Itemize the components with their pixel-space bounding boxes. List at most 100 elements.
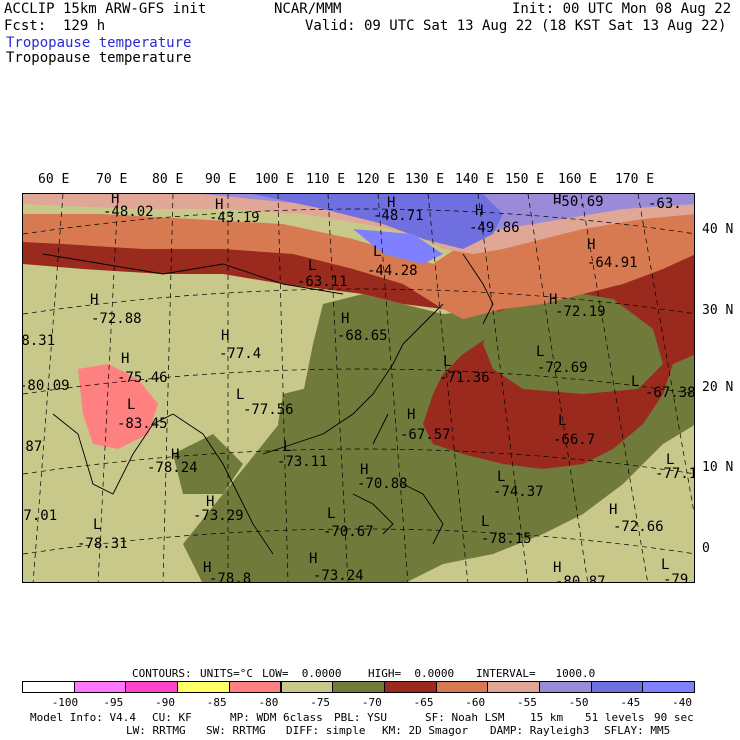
org-label: NCAR/MMM — [274, 1, 342, 17]
colorbar-swatch — [590, 681, 644, 693]
extremum-value: -68.65 — [337, 328, 388, 344]
extremum-value: -73.11 — [277, 454, 328, 470]
extremum-marker: L — [443, 354, 452, 370]
colorbar-swatch — [539, 681, 592, 693]
colorbar-swatch — [125, 681, 179, 693]
shaded-field — [23, 194, 694, 582]
extremum-marker: L — [236, 387, 245, 403]
extremum-marker: L — [373, 244, 382, 260]
extremum-value: -67.57 — [400, 427, 451, 443]
extremum-marker: H — [553, 560, 562, 576]
sf-scheme: SF: Noah LSM — [425, 711, 505, 724]
colorbar-tick-label: -70 — [361, 696, 382, 709]
extremum-marker: H — [215, 197, 224, 213]
extremum-value: -78.31 — [77, 536, 128, 552]
extremum-marker: L — [127, 397, 136, 413]
contours-interval: INTERVAL= 1000.0 — [476, 667, 596, 680]
lon-label: 110 E — [306, 172, 346, 187]
extremum-value: -80.09 — [22, 378, 70, 394]
extremum-marker: L — [661, 557, 670, 573]
lon-label: 170 E — [615, 172, 655, 187]
colorbar-tick-label: -50 — [568, 696, 589, 709]
band-45 — [253, 194, 503, 249]
lon-label: 70 E — [96, 172, 128, 187]
colorbar-tick-label: -95 — [103, 696, 124, 709]
lat-label: 10 N — [702, 460, 734, 475]
init-time: Init: 00 UTC Mon 08 Aug 22 — [512, 1, 732, 17]
extremum-value: -72.19 — [555, 304, 606, 320]
extremum-value: -63.11 — [297, 274, 348, 290]
extremum-marker: L — [631, 374, 640, 390]
colorbar-tick-label: -100 — [51, 696, 79, 709]
colorbar-tick-label: -45 — [620, 696, 641, 709]
colorbar-swatch — [435, 681, 489, 693]
km-scheme: KM: 2D Smagor — [382, 724, 469, 737]
diff-scheme: DIFF: simple — [286, 724, 366, 737]
levels: 51 levels — [585, 711, 645, 724]
band-70-blob — [278, 384, 333, 444]
contour-field-title: Tropopause temperature — [6, 50, 192, 66]
colorbar-tick-label: -40 — [672, 696, 692, 709]
extremum-marker: H — [121, 351, 130, 367]
lon-label: 160 E — [558, 172, 598, 187]
lat-label: 30 N — [702, 303, 734, 318]
extremum-value: -48.71 — [373, 208, 424, 224]
extremum-marker: H — [549, 292, 558, 308]
extremum-value: -78.8 — [209, 571, 252, 583]
extremum-marker: H — [206, 494, 215, 510]
colorbar-tick-label: -65 — [413, 696, 434, 709]
extremum-value: -78.24 — [147, 460, 198, 476]
extremum-value: -77.4 — [219, 346, 262, 362]
extremum-value: -83.45 — [117, 416, 168, 432]
mp-scheme: MP: WDM 6class — [230, 711, 323, 724]
lon-label: 130 E — [405, 172, 445, 187]
colorbar-tick-label: -80 — [258, 696, 279, 709]
extremum-value: -77.12 — [655, 466, 694, 482]
model-title: ACCLIP 15km ARW-GFS init — [4, 1, 207, 17]
lon-label: 140 E — [455, 172, 495, 187]
colorbar-tick-label: -90 — [155, 696, 175, 709]
extremum-value: -66.7 — [553, 432, 596, 448]
extremum-value: -70.67 — [323, 524, 374, 540]
lat-label: 20 N — [702, 380, 734, 395]
shaded-field-title: Tropopause temperature — [6, 35, 192, 51]
extremum-value: -74.37 — [493, 484, 544, 500]
extremum-marker: L — [308, 258, 317, 274]
lw-scheme: LW: RRTMG — [126, 724, 186, 737]
pbl-scheme: PBL: YSU — [334, 711, 387, 724]
colorbar-swatch — [228, 681, 282, 693]
band-70-inner — [483, 289, 663, 394]
graticule — [23, 194, 694, 582]
extremum-marker: H — [553, 193, 562, 208]
coastlines — [42, 253, 494, 555]
extremum-value: -75.46 — [117, 370, 168, 386]
colorbar-swatch — [22, 681, 75, 693]
extremum-value: -8.31 — [22, 333, 56, 349]
cu-scheme: CU: KF — [152, 711, 192, 724]
extremum-marker: L — [93, 517, 102, 533]
extremum-marker: H — [587, 237, 596, 253]
lon-label: 120 E — [356, 172, 396, 187]
extremum-value: -73.29 — [193, 508, 244, 524]
band-70-blob — [173, 434, 243, 494]
extremum-marker: H — [203, 560, 212, 576]
colorbar-swatch — [73, 681, 127, 693]
colorbar-tick-label: -55 — [517, 696, 537, 709]
contours-label: CONTOURS: — [132, 667, 192, 680]
extremum-marker: H — [387, 195, 396, 211]
extremum-value: -87 — [23, 439, 43, 455]
lon-label: 90 E — [205, 172, 237, 187]
extremum-marker: L — [497, 469, 506, 485]
damp-scheme: DAMP: Rayleigh3 — [490, 724, 590, 737]
extremum-value: -64.91 — [587, 255, 638, 271]
colorbar-swatch — [642, 681, 696, 693]
extremum-marker: H — [407, 407, 416, 423]
colorbar-swatch — [280, 681, 334, 693]
extremum-marker: L — [327, 506, 336, 522]
colorbar-tick-label: -85 — [206, 696, 227, 709]
extremum-marker: H — [475, 203, 484, 219]
extremum-marker: H — [341, 311, 350, 327]
extremum-marker: L — [558, 413, 567, 429]
extremum-value: -49.86 — [469, 220, 520, 236]
colorbar-swatch — [332, 681, 385, 693]
